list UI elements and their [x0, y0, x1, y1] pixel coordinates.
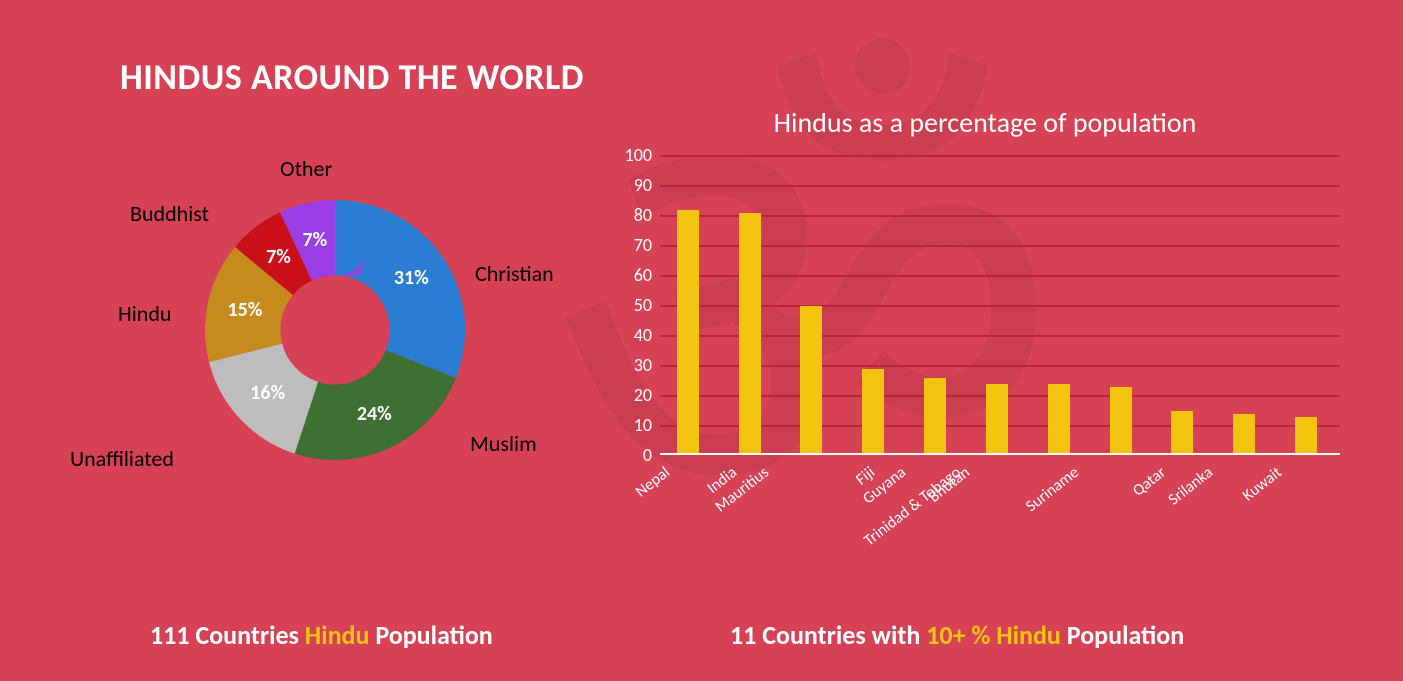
footer-left: 111 Countries Hindu Population: [150, 619, 493, 651]
bar-chart: Hindus as a percentage of population 010…: [615, 105, 1355, 575]
donut-label-hindu: Hindu: [118, 300, 171, 327]
bar-chart-plot: 0102030405060708090100NepalIndiaMauritiu…: [660, 155, 1340, 455]
bar-trinidad-tobago: [1048, 384, 1070, 453]
y-tick: 90: [634, 174, 652, 196]
bar-bhutan: [986, 384, 1008, 453]
x-label-suriname: Suriname: [1022, 463, 1082, 516]
y-tick: 40: [634, 324, 652, 346]
footer-right-hi: 10+ % Hindu: [926, 619, 1061, 651]
donut-ring: [205, 200, 465, 460]
y-tick: 70: [634, 234, 652, 256]
donut-percent-buddhist: 7%: [266, 245, 291, 269]
bar-mauritius: [800, 306, 822, 453]
donut-label-buddhist: Buddhist: [130, 200, 209, 227]
bar-kuwait: [1295, 417, 1317, 453]
x-label-kuwait: Kuwait: [1239, 463, 1286, 505]
gridline: [660, 215, 1340, 217]
donut-label-christian: Christian: [475, 260, 554, 287]
gridline: [660, 155, 1340, 157]
gridline: [660, 335, 1340, 337]
gridline: [660, 275, 1340, 277]
bar-srilanka: [1233, 414, 1255, 453]
footer-right-post: Population: [1061, 619, 1184, 651]
x-label-srilanka: Srilanka: [1165, 463, 1217, 509]
bar-india: [739, 213, 761, 453]
bar-guyana: [924, 378, 946, 453]
gridline: [660, 365, 1340, 367]
y-tick: 10: [634, 414, 652, 436]
donut-label-muslim: Muslim: [470, 430, 537, 457]
y-tick: 80: [634, 204, 652, 226]
gridline: [660, 305, 1340, 307]
donut-svg: [205, 200, 465, 460]
donut-percent-unaffiliated: 16%: [250, 381, 285, 405]
x-axis: [660, 453, 1340, 455]
donut-label-unaffiliated: Unaffiliated: [70, 445, 174, 472]
donut-label-other: Other: [280, 155, 332, 182]
gridline: [660, 185, 1340, 187]
donut-percent-other: 7%: [303, 228, 328, 252]
bar-chart-title: Hindus as a percentage of population: [615, 105, 1355, 140]
page-title: HINDUS AROUND THE WORLD: [120, 55, 584, 99]
y-tick: 30: [634, 354, 652, 376]
y-tick: 20: [634, 384, 652, 406]
y-tick: 100: [625, 144, 652, 166]
bar-nepal: [677, 210, 699, 453]
y-tick: 60: [634, 264, 652, 286]
bar-fiji: [862, 369, 884, 453]
footer-right-pre: 11 Countries with: [730, 619, 926, 651]
donut-percent-christian: 31%: [394, 266, 429, 290]
footer-right: 11 Countries with 10+ % Hindu Population: [730, 619, 1184, 651]
y-tick: 0: [643, 444, 652, 466]
donut-percent-muslim: 24%: [357, 402, 392, 426]
bar-suriname: [1110, 387, 1132, 453]
donut-percent-hindu: 15%: [227, 298, 262, 322]
x-label-qatar: Qatar: [1129, 463, 1170, 501]
gridline: [660, 245, 1340, 247]
y-tick: 50: [634, 294, 652, 316]
x-label-nepal: Nepal: [632, 463, 674, 501]
footer-left-post: Population: [369, 619, 492, 651]
donut-chart: 31%Christian24%Muslim16%Unaffiliated15%H…: [75, 130, 605, 550]
bar-qatar: [1171, 411, 1193, 453]
footer-left-pre: 111 Countries: [150, 619, 305, 651]
footer-left-hi: Hindu: [305, 619, 370, 651]
